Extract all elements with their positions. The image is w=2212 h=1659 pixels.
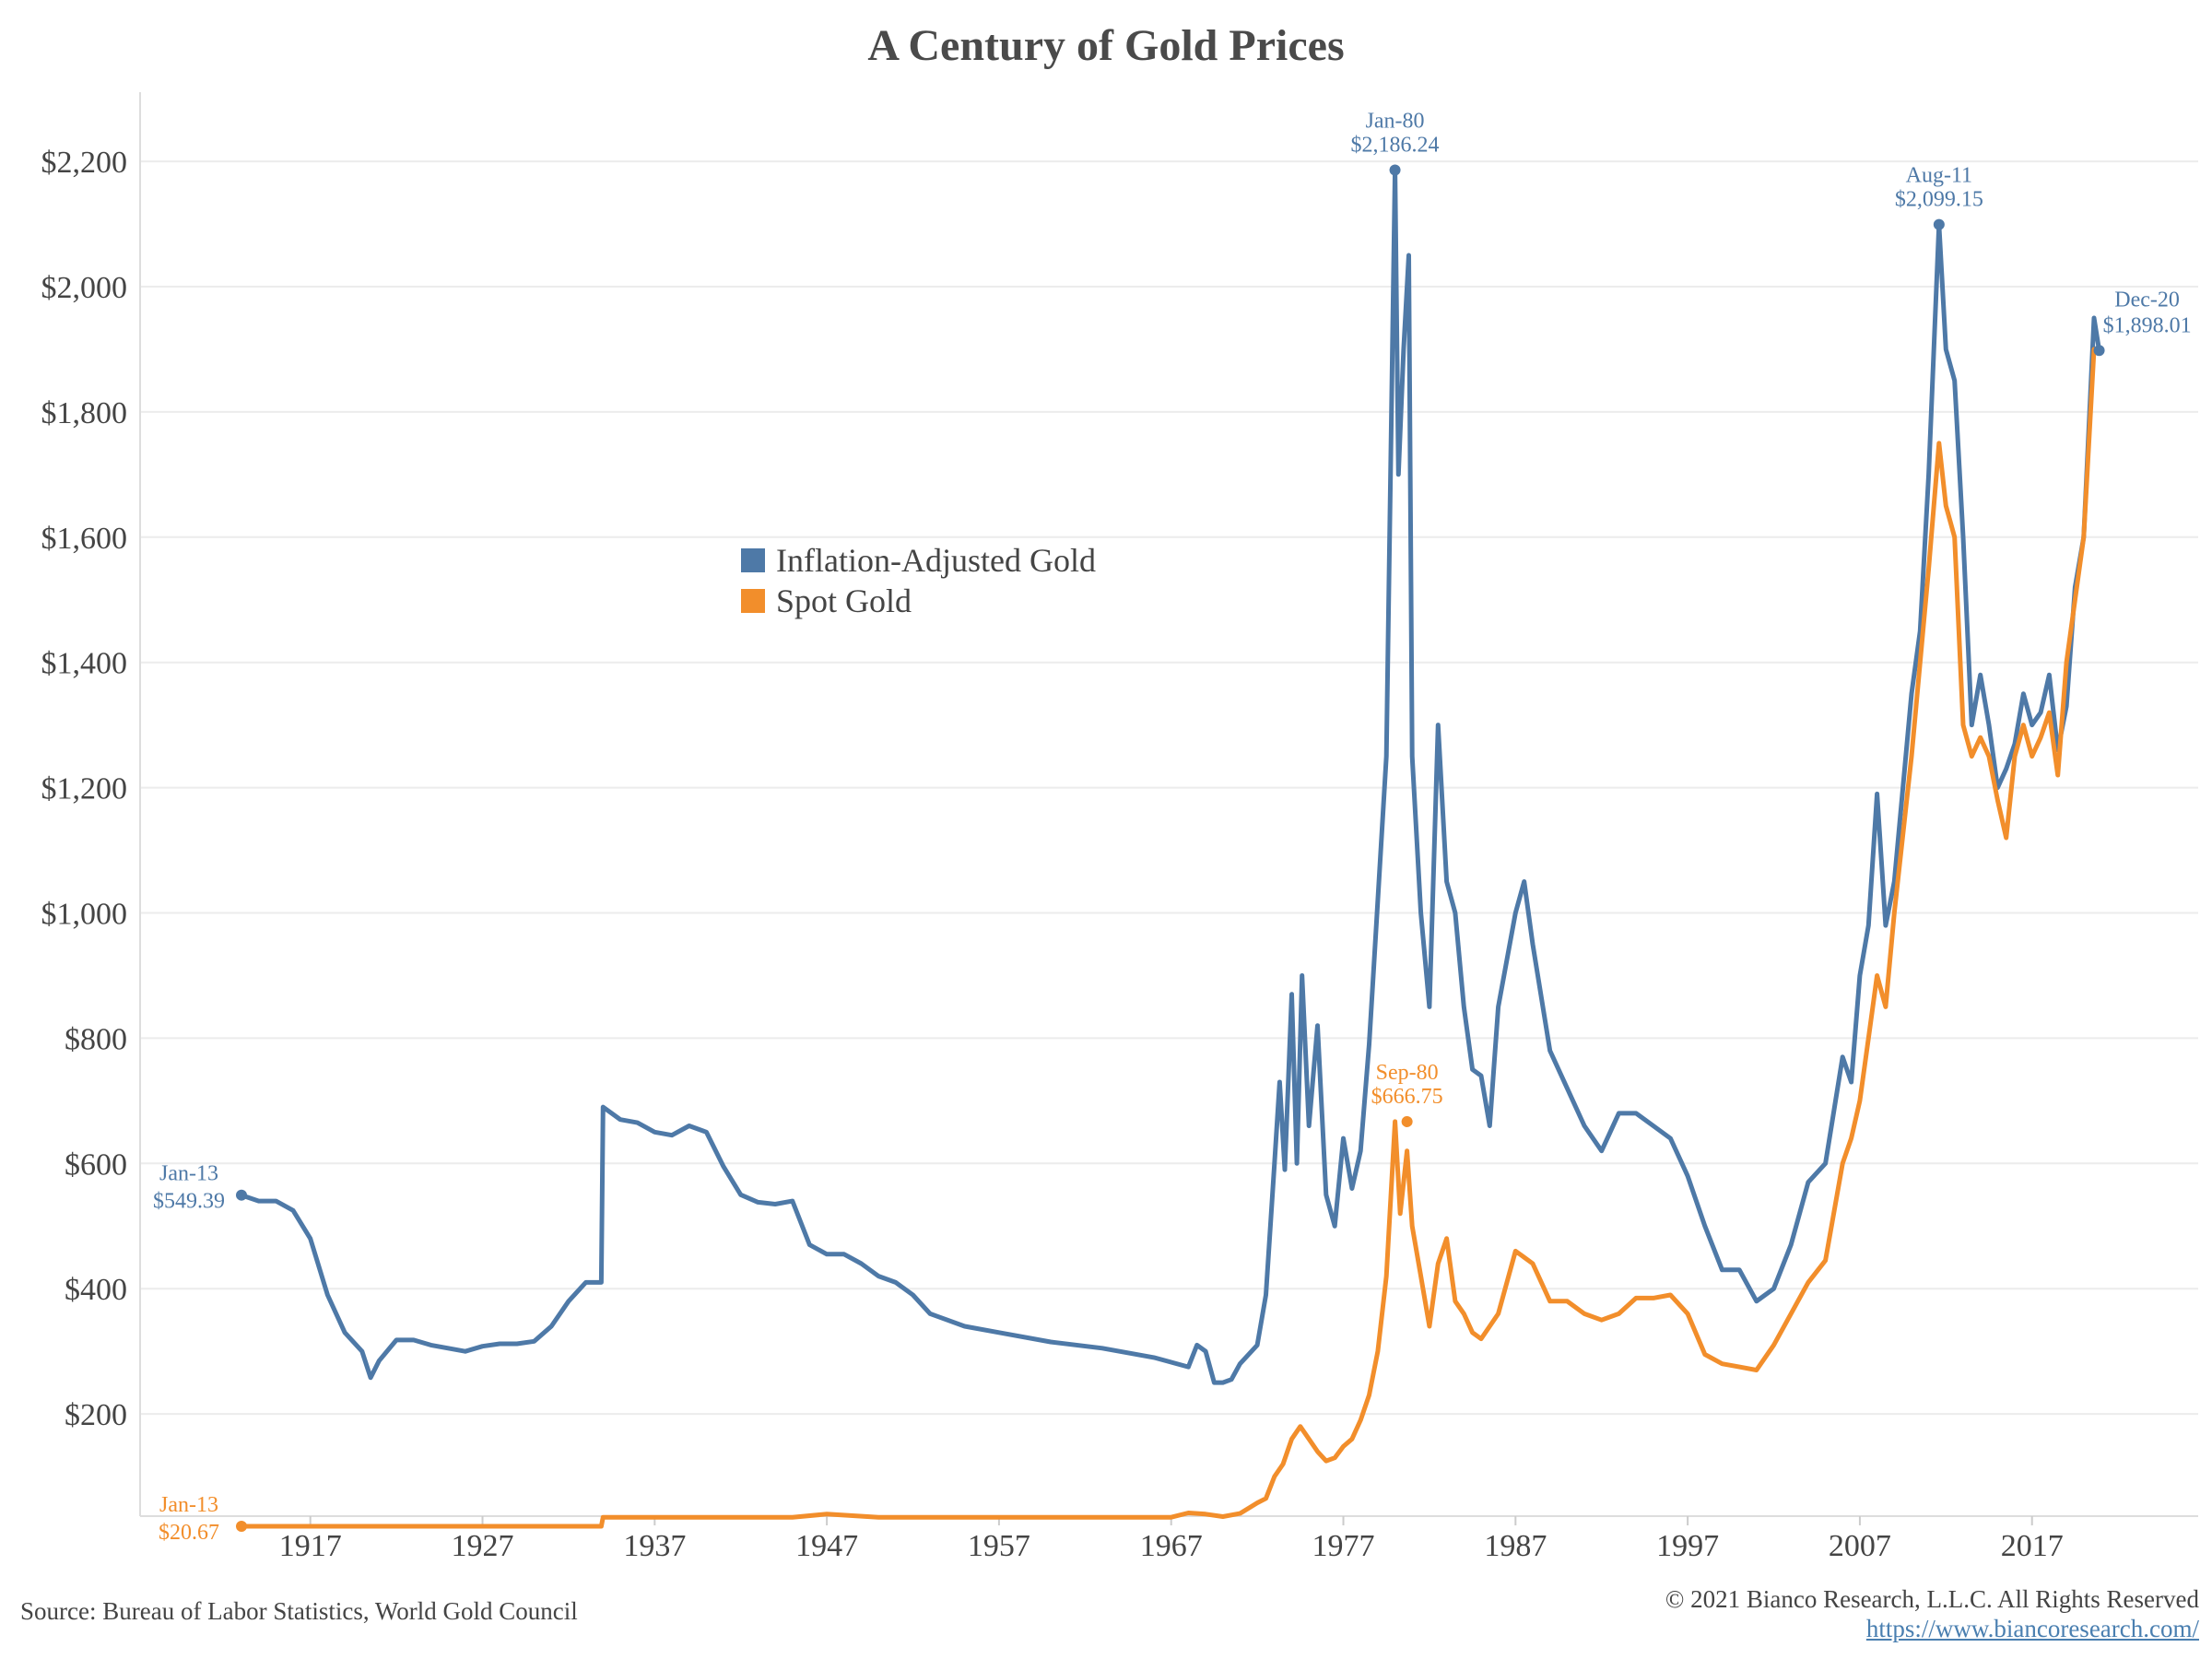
source-note: Source: Bureau of Labor Statistics, Worl…: [20, 1597, 578, 1625]
annotation-point: [236, 1520, 247, 1532]
y-tick-label: $2,200: [41, 146, 128, 180]
annotation-point: [1389, 164, 1401, 176]
legend-item-inflation-adjusted: Inflation-Adjusted Gold: [741, 540, 1096, 581]
x-tick-label: 1967: [1140, 1529, 1203, 1563]
series-line-spot: [239, 347, 2102, 1529]
legend-label-inflation-adjusted: Inflation-Adjusted Gold: [776, 542, 1096, 579]
annotation-point: [2093, 345, 2105, 357]
x-tick-label: 1957: [968, 1529, 1030, 1563]
x-tick-label: 1937: [623, 1529, 686, 1563]
x-tick-label: 1977: [1312, 1529, 1375, 1563]
annotation-value: $549.39: [153, 1190, 225, 1214]
copyright-note: © 2021 Bianco Research, L.L.C. All Right…: [1665, 1585, 2199, 1613]
annotation-point: [236, 1189, 247, 1201]
y-tick-label: $1,000: [41, 898, 128, 932]
x-tick-label: 1927: [452, 1529, 514, 1563]
x-tick-label: 2017: [2001, 1529, 2064, 1563]
annotation-point: [1401, 1115, 1413, 1127]
x-tick-label: 1987: [1484, 1529, 1547, 1563]
legend-swatch-spot: [741, 589, 765, 613]
annotation-date: Jan-13: [159, 1162, 218, 1186]
x-tick-label: 2007: [1829, 1529, 1891, 1563]
x-tick-label: 1917: [279, 1529, 342, 1563]
annotation-value: $1,898.01: [2103, 313, 2192, 337]
x-tick-label: 1947: [795, 1529, 858, 1563]
x-tick-label: 1997: [1656, 1529, 1719, 1563]
annotation-value: $2,099.15: [1895, 188, 1983, 212]
y-tick-label: $600: [65, 1147, 127, 1182]
website-link[interactable]: https://www.biancoresearch.com/: [1865, 1615, 2199, 1642]
y-tick-label: $1,400: [41, 647, 128, 681]
y-tick-label: $800: [65, 1022, 127, 1056]
legend-swatch-inflation-adjusted: [741, 548, 765, 572]
annotation-value: $2,186.24: [1351, 133, 1440, 157]
annotation-date: Dec-20: [2114, 288, 2180, 312]
y-tick-label: $400: [65, 1273, 127, 1307]
annotation-point: [1933, 218, 1945, 230]
annotation-date: Sep-80: [1376, 1061, 1439, 1085]
legend: Inflation-Adjusted Gold Spot Gold: [741, 540, 1096, 621]
grid-lines: [140, 160, 2198, 1416]
annotation-value: $666.75: [1371, 1085, 1443, 1109]
legend-item-spot: Spot Gold: [741, 581, 1096, 621]
axes: $200 $400 $600 $800 $1,000 $1,200 $1,400 $1,600…: [41, 92, 2198, 1563]
y-tick-label: $1,800: [41, 396, 128, 430]
series-lines: [239, 167, 2102, 1529]
y-tick-label: $2,000: [41, 271, 128, 305]
annotations: Jan-13 $549.39 Jan-80$2,186.24 Aug-11$2,099…: [153, 109, 2192, 1545]
series-line-inflation-adjusted: [239, 167, 2102, 1385]
chart-title: A Century of Gold Prices: [867, 21, 1345, 70]
annotation-date: Jan-13: [159, 1493, 218, 1517]
annotation-value: $20.67: [159, 1521, 219, 1545]
y-tick-label: $200: [65, 1398, 127, 1432]
y-tick-label: $1,200: [41, 772, 128, 806]
y-tick-label: $1,600: [41, 522, 128, 556]
legend-label-spot: Spot Gold: [776, 582, 912, 619]
annotation-date: Jan-80: [1366, 109, 1425, 133]
annotation-date: Aug-11: [1906, 164, 1972, 188]
